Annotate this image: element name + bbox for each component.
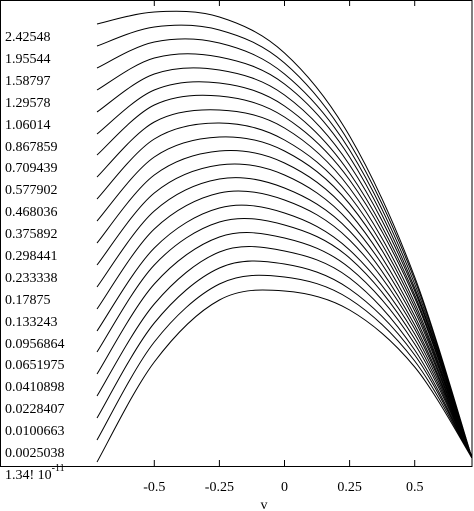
curve-label: 0.867859 bbox=[5, 140, 58, 155]
curve bbox=[96, 67, 473, 459]
curve-label-name: 0.0956864 bbox=[5, 337, 65, 352]
curve-label: 0.133243 bbox=[5, 315, 58, 330]
curve bbox=[96, 163, 473, 459]
curve bbox=[96, 217, 473, 459]
plot-frame bbox=[0, 0, 473, 467]
curve bbox=[96, 274, 473, 459]
x-tick-label: 0.5 bbox=[406, 480, 424, 495]
curve bbox=[96, 289, 473, 463]
curve-label: 1.29578 bbox=[5, 96, 51, 111]
curve-label: 0.0956864 bbox=[5, 337, 65, 352]
x-tick-label: 0.25 bbox=[337, 480, 362, 495]
curve bbox=[96, 109, 473, 459]
curve bbox=[96, 136, 473, 459]
curve-label: 0.0100663 bbox=[5, 424, 65, 439]
curve-label: 0.0410898 bbox=[5, 380, 65, 395]
curve bbox=[96, 94, 473, 459]
curve bbox=[96, 260, 473, 459]
curve-label-name: 0.709439 bbox=[5, 161, 58, 176]
curve bbox=[96, 10, 473, 459]
curve-label-name: 0.133243 bbox=[5, 315, 58, 330]
curve-label-name: 1.34! 10 bbox=[5, 468, 52, 483]
curve bbox=[96, 53, 473, 459]
curve-label-exponent: -11 bbox=[52, 463, 65, 474]
curve-label-name: 0.0651975 bbox=[5, 358, 65, 373]
curve-label: 0.0651975 bbox=[5, 358, 65, 373]
curve bbox=[96, 190, 473, 459]
curve-label: 0.233338 bbox=[5, 271, 58, 286]
curve-label-name: 0.577902 bbox=[5, 183, 58, 198]
curve-label-name: 0.233338 bbox=[5, 271, 58, 286]
curve-label: 1.95544 bbox=[5, 52, 51, 67]
curve-label: 1.06014 bbox=[5, 118, 51, 133]
curve-label: 0.0228407 bbox=[5, 402, 65, 417]
curve-label: 0.298441 bbox=[5, 249, 58, 264]
curve-label-name: 0.375892 bbox=[5, 227, 58, 242]
curve bbox=[96, 204, 473, 459]
curve-label-name: 0.867859 bbox=[5, 140, 58, 155]
curve bbox=[96, 177, 473, 459]
curve-label: 0.709439 bbox=[5, 161, 58, 176]
curve-label-name: 0.0100663 bbox=[5, 424, 65, 439]
curve-label: 0.577902 bbox=[5, 183, 58, 198]
curve bbox=[96, 122, 473, 459]
curve-label-name: 1.95544 bbox=[5, 52, 51, 67]
curve-label-name: 0.0228407 bbox=[5, 402, 65, 417]
x-tick-label: -0.25 bbox=[205, 480, 234, 495]
curve bbox=[96, 150, 473, 459]
curve-label: 0.468036 bbox=[5, 205, 58, 220]
curve-label-name: 0.0025038 bbox=[5, 446, 65, 461]
curve-label-name: 0.17875 bbox=[5, 293, 51, 308]
curve-label-name: 0.0410898 bbox=[5, 380, 65, 395]
curve-label-name: 0.468036 bbox=[5, 205, 58, 220]
curve-label: 2.42548 bbox=[5, 30, 51, 45]
curve-label-name: 1.29578 bbox=[5, 96, 51, 111]
x-tick-label: -0.5 bbox=[143, 480, 165, 495]
curve-label-name: 0.298441 bbox=[5, 249, 58, 264]
x-tick-label: 0 bbox=[281, 480, 288, 495]
curve bbox=[96, 81, 473, 459]
curve-label: 0.375892 bbox=[5, 227, 58, 242]
curve-label: 0.0025038 bbox=[5, 446, 65, 461]
curve-label-name: 1.06014 bbox=[5, 118, 51, 133]
x-axis-label: v bbox=[261, 498, 268, 511]
curve-label-name: 1.58797 bbox=[5, 74, 51, 89]
curve-label-name: 2.42548 bbox=[5, 30, 51, 45]
curve bbox=[96, 24, 473, 459]
curve bbox=[96, 246, 473, 459]
curve bbox=[96, 232, 473, 459]
curve bbox=[96, 38, 473, 459]
curve-label: 0.17875 bbox=[5, 293, 51, 308]
curve-label: 1.34! 10-11 bbox=[5, 463, 65, 483]
curve-label: 1.58797 bbox=[5, 74, 51, 89]
